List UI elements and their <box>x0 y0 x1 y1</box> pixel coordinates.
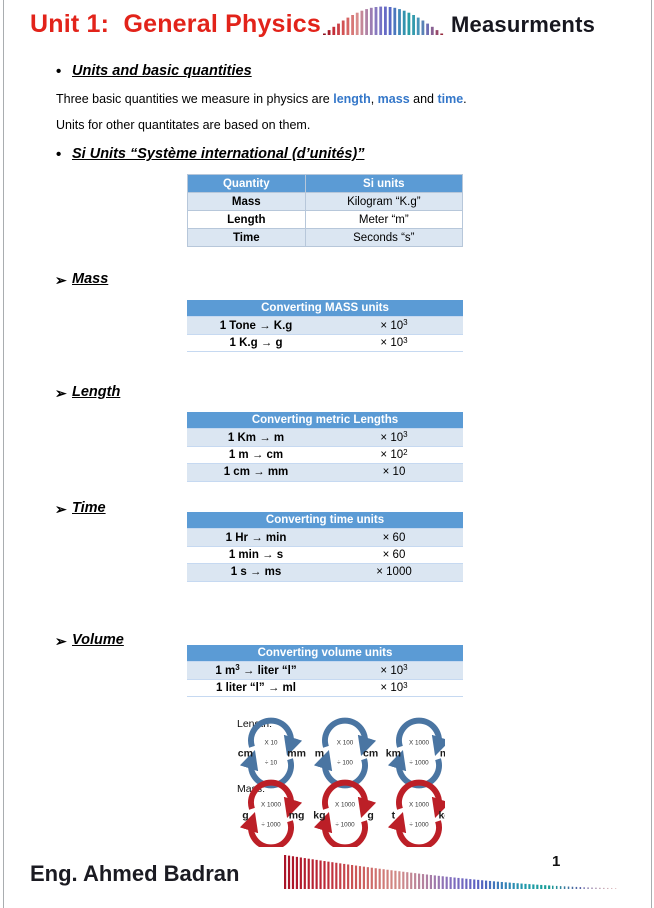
svg-text:m: m <box>315 747 324 759</box>
svg-text:X 1000: X 1000 <box>335 802 355 809</box>
svg-text:km: km <box>386 747 401 759</box>
svg-text:m: m <box>440 747 445 759</box>
svg-text:mg: mg <box>289 809 305 821</box>
svg-text:X 1000: X 1000 <box>261 802 281 809</box>
svg-text:÷ 100: ÷ 100 <box>337 760 353 767</box>
svg-text:X 1000: X 1000 <box>409 802 429 809</box>
svg-text:÷ 1000: ÷ 1000 <box>335 822 355 829</box>
svg-text:g: g <box>367 809 373 821</box>
svg-text:X 1000: X 1000 <box>409 740 429 747</box>
svg-text:kg: kg <box>313 809 325 821</box>
svg-text:X 100: X 100 <box>337 740 354 747</box>
svg-text:÷ 1000: ÷ 1000 <box>409 822 429 829</box>
svg-text:X 10: X 10 <box>265 740 278 747</box>
svg-text:t: t <box>392 809 396 821</box>
svg-text:kg: kg <box>438 809 445 821</box>
svg-text:mm: mm <box>287 747 306 759</box>
svg-text:g: g <box>242 809 248 821</box>
svg-text:cm: cm <box>238 747 253 759</box>
svg-text:÷ 1000: ÷ 1000 <box>261 822 281 829</box>
svg-text:÷ 1000: ÷ 1000 <box>409 760 429 767</box>
svg-text:÷ 10: ÷ 10 <box>265 760 278 767</box>
svg-text:cm: cm <box>363 747 378 759</box>
